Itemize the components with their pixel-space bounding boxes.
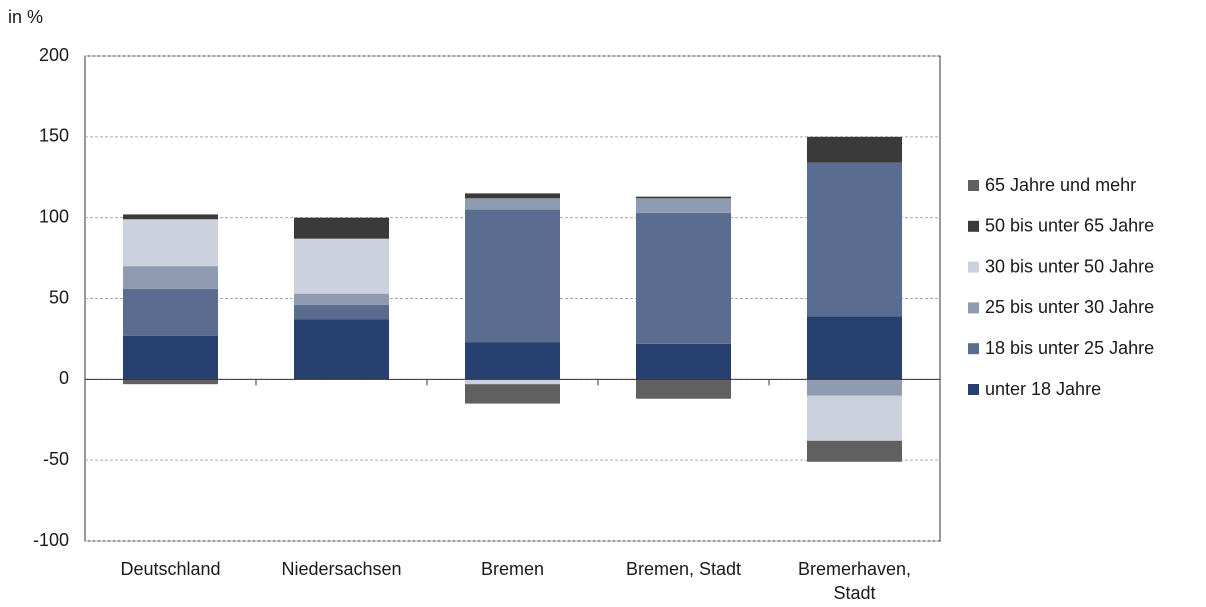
x-tick-label: Bremerhaven, Stadt: [797, 559, 912, 603]
bar-segment: [294, 304, 389, 320]
bar-segment: [123, 266, 218, 289]
bar-segment: [123, 214, 218, 220]
x-tick-label: Bremen, Stadt: [625, 559, 742, 579]
legend-swatch: [968, 180, 979, 191]
bar-segment: [807, 379, 902, 396]
bar-segment: [123, 219, 218, 267]
bar-segment: [636, 196, 731, 199]
y-tick-label: -50: [43, 449, 69, 469]
bar-segment: [465, 342, 560, 380]
x-tick-label: Niedersachsen: [281, 559, 402, 579]
bar-segment: [636, 379, 731, 399]
y-tick-label: -100: [33, 530, 69, 550]
bar-segment: [807, 440, 902, 462]
bar-segment: [465, 198, 560, 210]
bar-segment: [465, 193, 560, 199]
bar-segment: [465, 209, 560, 343]
bar-segment: [636, 212, 731, 344]
y-tick-label: 150: [39, 126, 69, 146]
legend-swatch: [968, 302, 979, 314]
x-tick-label: Bremen: [480, 559, 545, 579]
legend-swatch: [968, 261, 979, 273]
bar-segment: [807, 136, 902, 163]
bar-segment: [123, 335, 218, 380]
bar-segment: [294, 319, 389, 380]
y-tick-label: 50: [49, 287, 69, 307]
legend-swatch: [968, 384, 979, 395]
bar-segment: [807, 395, 902, 441]
bar-segment: [636, 198, 731, 213]
bar-segment: [123, 379, 218, 385]
y-tick-label: 100: [39, 206, 69, 226]
bar-segment: [294, 217, 389, 239]
y-tick-label: 200: [39, 45, 69, 65]
legend-label: 18 bis unter 25 Jahre: [985, 338, 1154, 358]
legend-label: 30 bis unter 50 Jahre: [985, 256, 1154, 276]
legend-swatch: [968, 220, 979, 232]
bar-segment: [465, 379, 560, 385]
bar-segment: [294, 238, 389, 294]
legend-label: 65 Jahre und mehr: [985, 175, 1136, 195]
y-tick-label: 0: [59, 368, 69, 388]
legend-label: 25 bis unter 30 Jahre: [985, 297, 1154, 317]
bar-segment: [636, 343, 731, 380]
bar-segment: [807, 316, 902, 380]
legend-swatch: [968, 343, 979, 355]
bar-segment: [294, 293, 389, 305]
legend-label: unter 18 Jahre: [985, 379, 1101, 399]
y-axis-label: in %: [8, 7, 43, 27]
bar-segment: [807, 162, 902, 317]
bar-segment: [123, 288, 218, 336]
bar-segment: [465, 384, 560, 404]
legend-label: 50 bis unter 65 Jahre: [985, 216, 1154, 236]
x-tick-label: Deutschland: [120, 559, 221, 579]
